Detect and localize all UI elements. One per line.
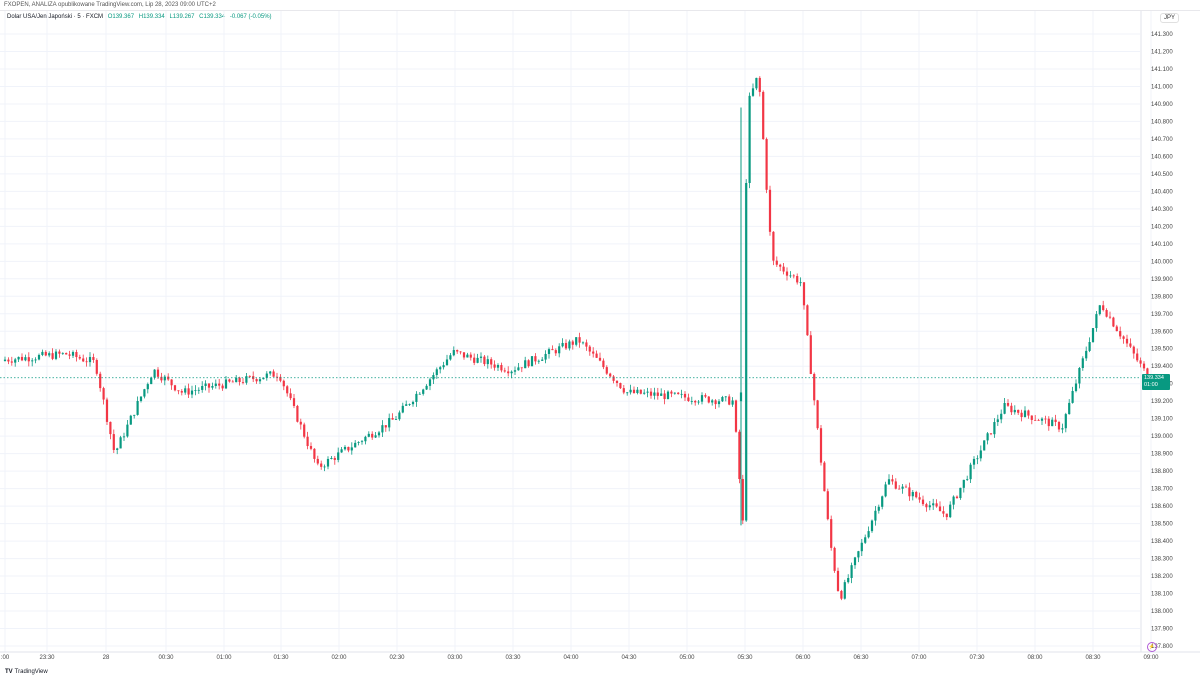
publish-info: FXOPEN, ANALIZA opublikowane TradingView… xyxy=(4,2,216,8)
time-axis-label: 03:30 xyxy=(505,655,521,661)
price-axis-label: 141.200 xyxy=(1151,49,1173,55)
symbol-name[interactable]: Dolar USA/Jen Japoński · 5 · FXCM xyxy=(7,14,104,20)
price-axis-label: 138.600 xyxy=(1151,504,1173,510)
time-axis-label: 02:30 xyxy=(389,655,405,661)
price-axis-label: 137.900 xyxy=(1151,627,1173,633)
price-axis-label: 138.500 xyxy=(1151,522,1173,528)
price-axis-label: 138.300 xyxy=(1151,557,1173,563)
price-axis-label: 140.500 xyxy=(1151,172,1173,178)
price-axis-label: 140.700 xyxy=(1151,137,1173,143)
ohlc-low: L139.267 xyxy=(169,14,195,20)
time-axis-label: 28 xyxy=(103,655,110,661)
time-axis-label: 07:00 xyxy=(911,655,927,661)
time-axis-label: 03:00 xyxy=(447,655,463,661)
price-axis-label: 141.000 xyxy=(1151,84,1173,90)
price-axis-label: 139.700 xyxy=(1151,312,1173,318)
price-axis-label: 138.700 xyxy=(1151,487,1173,493)
time-axis-label: 09:00 xyxy=(1143,655,1159,661)
price-axis-label: 140.300 xyxy=(1151,207,1173,213)
price-axis-label: 138.200 xyxy=(1151,574,1173,580)
chart-top-border xyxy=(0,10,1200,11)
price-axis-label: 139.800 xyxy=(1151,294,1173,300)
time-axis-label: 04:00 xyxy=(563,655,579,661)
bar-countdown: 01:00 xyxy=(1144,381,1158,388)
price-axis-label: 140.100 xyxy=(1151,242,1173,248)
price-axis-label: 138.100 xyxy=(1151,592,1173,598)
price-axis-label: 140.000 xyxy=(1151,259,1173,265)
time-axis-label: 02:00 xyxy=(331,655,347,661)
time-axis-label: 04:30 xyxy=(621,655,637,661)
price-axis-label: 139.100 xyxy=(1151,417,1173,423)
price-axis-label: 138.900 xyxy=(1151,452,1173,458)
price-axis-label: 138.800 xyxy=(1151,469,1173,475)
currency-button[interactable]: JPY xyxy=(1160,13,1180,23)
lightning-icon[interactable]: ⚡ xyxy=(1147,642,1157,652)
price-axis-label: 138.000 xyxy=(1151,609,1173,615)
last-price-tag: 139.334 01:00 xyxy=(1142,374,1170,390)
price-axis-label: 141.300 xyxy=(1151,32,1173,38)
price-axis-label: 140.800 xyxy=(1151,119,1173,125)
last-price-value: 139.334 xyxy=(1144,375,1164,381)
price-axis-label: 139.900 xyxy=(1151,277,1173,283)
price-axis-label: 139.000 xyxy=(1151,434,1173,440)
symbol-legend: Dolar USA/Jen Japoński · 5 · FXCM O139.3… xyxy=(7,14,272,20)
price-axis-label: 138.400 xyxy=(1151,539,1173,545)
price-axis-label: 140.600 xyxy=(1151,154,1173,160)
price-axis-label: 140.900 xyxy=(1151,102,1173,108)
time-axis-label: 05:30 xyxy=(737,655,753,661)
time-axis-label: 06:30 xyxy=(853,655,869,661)
price-axis-label: 140.200 xyxy=(1151,224,1173,230)
time-axis-label: 08:00 xyxy=(1027,655,1043,661)
price-axis-label: 139.200 xyxy=(1151,399,1173,405)
time-axis-label: :00 xyxy=(1,655,10,661)
price-axis-label: 141.100 xyxy=(1151,67,1173,73)
time-axis-label: 00:30 xyxy=(158,655,174,661)
ohlc-high: H139.334 xyxy=(138,14,165,20)
ohlc-close: C139.334 xyxy=(199,14,226,20)
tradingview-logo-icon: TV xyxy=(5,669,13,675)
price-axis-label: 140.400 xyxy=(1151,189,1173,195)
time-axis-label: 06:00 xyxy=(795,655,811,661)
time-axis-label: 23:30 xyxy=(39,655,55,661)
price-axis-label: 137.800 xyxy=(1151,644,1173,650)
price-axis-label: 139.400 xyxy=(1151,364,1173,370)
time-axis-label: 05:00 xyxy=(679,655,695,661)
brand-name: TradingView xyxy=(14,669,48,675)
time-axis-label: 08:30 xyxy=(1085,655,1101,661)
price-axis-label: 139.600 xyxy=(1151,329,1173,335)
price-axis-label: 139.500 xyxy=(1151,347,1173,353)
time-axis-label: 01:00 xyxy=(216,655,232,661)
ohlc-change: -0.067 (-0.05%) xyxy=(229,14,272,20)
brand-footer: TV TradingView xyxy=(5,669,48,675)
time-axis-label: 01:30 xyxy=(273,655,289,661)
time-axis-label: 07:30 xyxy=(969,655,985,661)
ohlc-open: O139.367 xyxy=(107,14,135,20)
